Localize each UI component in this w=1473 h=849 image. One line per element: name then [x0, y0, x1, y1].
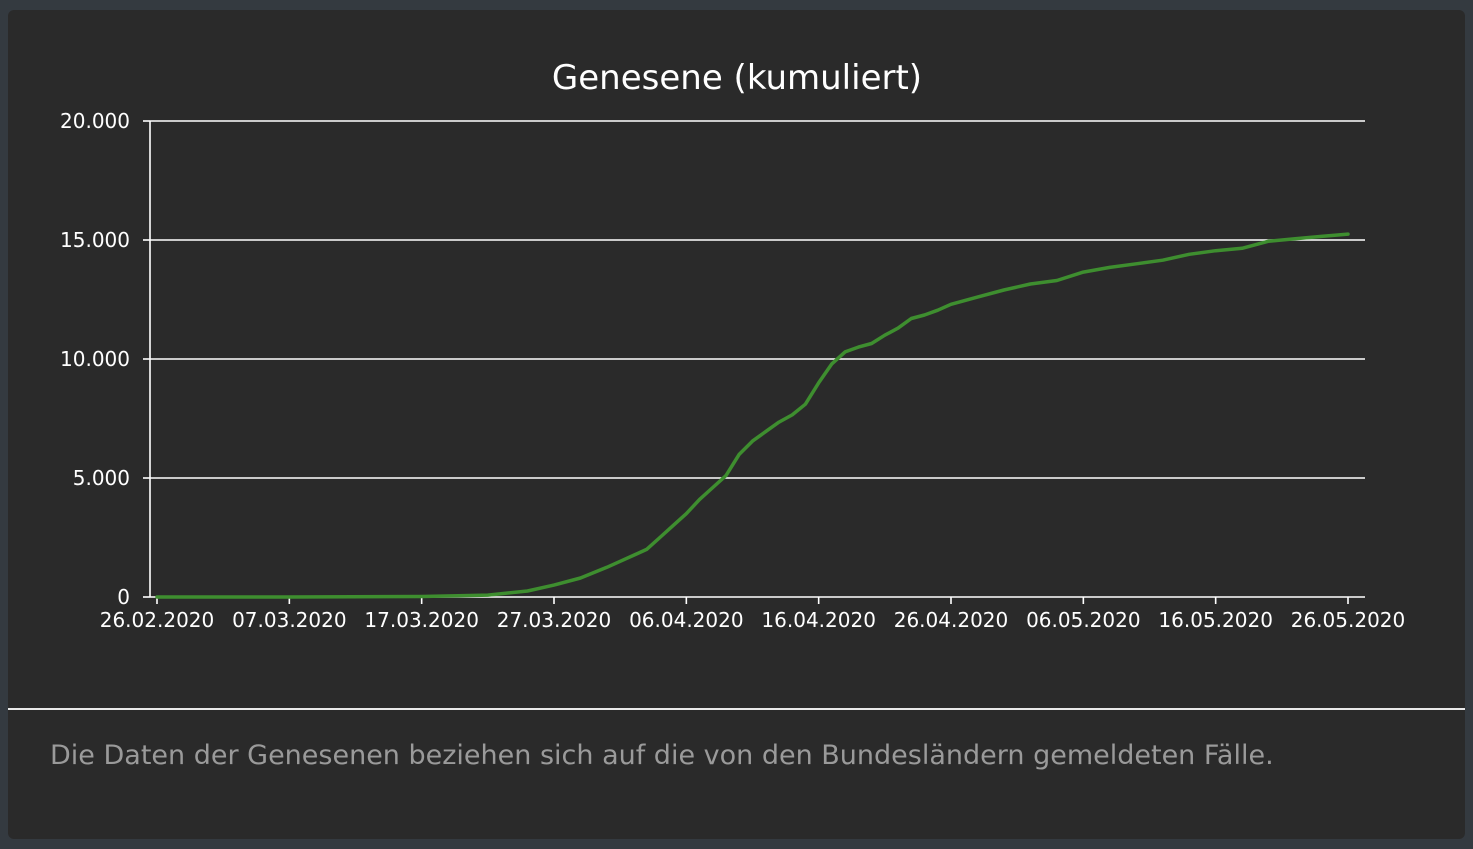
- axes: 0 5.000 10.000 15.000 20.000 26.02.2020 07.03.…: [60, 109, 1405, 632]
- chart-area: Genesene (kumuliert) 0 5.000 10.000 15.000 2…: [8, 10, 1465, 708]
- x-tick-label: 07.03.2020: [232, 608, 347, 632]
- y-tick-label: 5.000: [73, 466, 130, 490]
- y-tick-label: 15.000: [60, 228, 130, 252]
- y-tick-label: 20.000: [60, 109, 130, 133]
- x-tick-label: 27.03.2020: [497, 608, 612, 632]
- x-tick-label: 06.04.2020: [629, 608, 744, 632]
- series-layer: [155, 232, 1350, 599]
- divider: [8, 708, 1465, 710]
- chart-card: Genesene (kumuliert) 0 5.000 10.000 15.000 2…: [8, 10, 1465, 839]
- gridlines: [150, 120, 1365, 598]
- x-tick-label: 26.05.2020: [1291, 608, 1406, 632]
- x-tick-label: 17.03.2020: [364, 608, 479, 632]
- footer-note: Die Daten der Genesenen beziehen sich au…: [50, 740, 1274, 771]
- x-tick-label: 06.05.2020: [1026, 608, 1141, 632]
- y-tick-label: 10.000: [60, 347, 130, 371]
- recovered-line-chart: Genesene (kumuliert) 0 5.000 10.000 15.000 2…: [60, 58, 1405, 632]
- x-tick-label: 26.04.2020: [894, 608, 1009, 632]
- x-tick-label: 26.02.2020: [100, 608, 215, 632]
- x-tick-label: 16.04.2020: [761, 608, 876, 632]
- series-line: [155, 232, 1350, 599]
- x-tick-label: 16.05.2020: [1158, 608, 1273, 632]
- chart-title: Genesene (kumuliert): [552, 58, 922, 98]
- y-tick-label: 0: [117, 585, 130, 609]
